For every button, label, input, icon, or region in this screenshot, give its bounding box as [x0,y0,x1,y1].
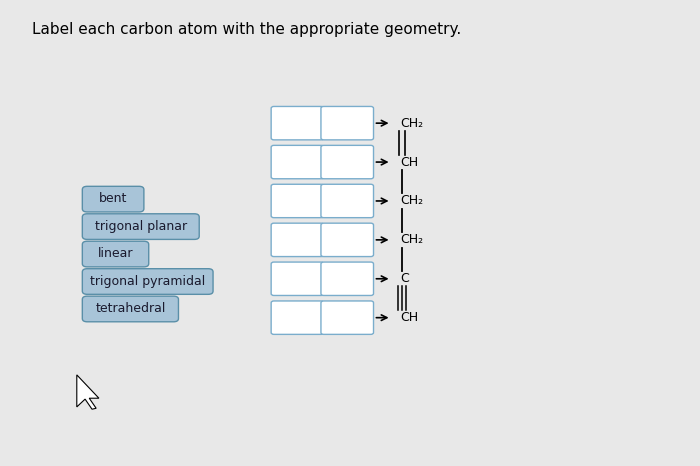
FancyBboxPatch shape [83,241,148,267]
Text: Label each carbon atom with the appropriate geometry.: Label each carbon atom with the appropri… [32,22,461,37]
Text: CH₂: CH₂ [400,233,423,247]
Polygon shape [77,375,99,409]
Text: trigonal pyramidal: trigonal pyramidal [90,274,205,288]
FancyBboxPatch shape [321,145,374,179]
Text: CH: CH [400,156,418,169]
FancyBboxPatch shape [271,106,323,140]
FancyBboxPatch shape [271,301,323,335]
Text: C: C [400,272,409,285]
FancyBboxPatch shape [321,223,374,257]
Text: CH₂: CH₂ [400,116,423,130]
FancyBboxPatch shape [83,214,200,240]
FancyBboxPatch shape [321,262,374,295]
Text: tetrahedral: tetrahedral [95,302,166,315]
FancyBboxPatch shape [83,186,144,212]
FancyBboxPatch shape [321,106,374,140]
FancyBboxPatch shape [271,223,323,257]
FancyBboxPatch shape [83,296,178,322]
FancyBboxPatch shape [83,269,213,295]
FancyBboxPatch shape [321,301,374,335]
FancyBboxPatch shape [271,262,323,295]
Text: CH₂: CH₂ [400,194,423,207]
FancyBboxPatch shape [271,184,323,218]
Text: bent: bent [99,192,127,205]
FancyBboxPatch shape [321,184,374,218]
FancyBboxPatch shape [271,145,323,179]
Text: linear: linear [98,247,133,260]
Text: CH: CH [400,311,418,324]
Text: trigonal planar: trigonal planar [94,219,187,233]
